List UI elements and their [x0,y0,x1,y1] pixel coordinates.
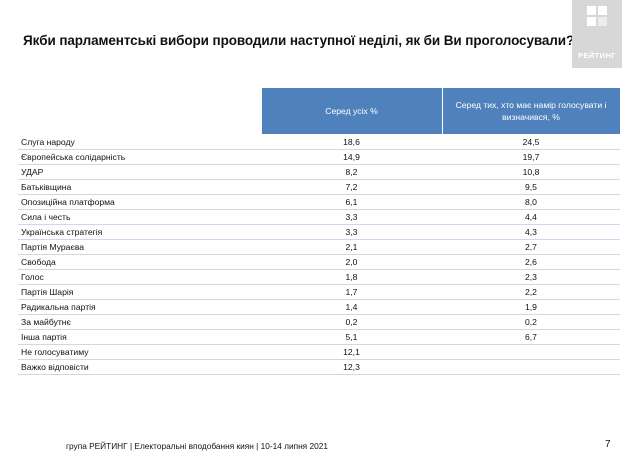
all-respondents-value: 0,2 [261,314,442,330]
table-row: Не голосуватиму 12,1 [18,344,620,360]
header-all-respondents: Серед усіх % [260,87,443,135]
all-respondents-value: 2,1 [261,239,442,255]
all-respondents-value: 18,6 [261,134,442,150]
decided-voters-value [442,344,620,360]
table-row: УДАР 8,2 10,8 [18,164,620,180]
page-number: 7 [605,439,611,450]
party-name-cell: Інша партія [18,329,261,345]
results-table: Серед усіх % Серед тих, хто має намір го… [18,87,621,375]
table-row: Батьківщина 7,2 9,5 [18,179,620,195]
all-respondents-value: 12,1 [261,344,442,360]
decided-voters-value: 10,8 [442,164,620,180]
table-row: Європейська солідарність 14,9 19,7 [18,149,620,165]
party-name-cell: Свобода [18,254,261,270]
party-name-cell: Партія Шарія [18,284,261,300]
header-party [18,87,261,135]
table-row: Сила і честь 3,3 4,4 [18,209,620,225]
party-name-cell: Голос [18,269,261,285]
decided-voters-value: 0,2 [442,314,620,330]
decided-voters-value: 9,5 [442,179,620,195]
table-row: Свобода 2,0 2,6 [18,254,620,270]
table-row: За майбутнє 0,2 0,2 [18,314,620,330]
decided-voters-value: 1,9 [442,299,620,315]
all-respondents-value: 14,9 [261,149,442,165]
party-name-cell: Українська стратегія [18,224,261,240]
slide-title: Якби парламентські вибори проводили наст… [23,33,575,48]
table-row: Голос 1,8 2,3 [18,269,620,285]
table-row: Радикальна партія 1,4 1,9 [18,299,620,315]
decided-voters-value: 4,3 [442,224,620,240]
table-body: Слуга народу 18,6 24,5 Європейська солідарн… [18,134,620,375]
party-name-cell: Партія Мураєва [18,239,261,255]
party-name-cell: Слуга народу [18,134,261,150]
table-row: Слуга народу 18,6 24,5 [18,134,620,150]
footer-caption: група РЕЙТИНГ | Електоральні вподобання … [66,441,328,451]
all-respondents-value: 3,3 [261,224,442,240]
decided-voters-value: 19,7 [442,149,620,165]
all-respondents-value: 7,2 [261,179,442,195]
all-respondents-value: 2,0 [261,254,442,270]
decided-voters-value: 2,6 [442,254,620,270]
party-name-cell: УДАР [18,164,261,180]
table-row: Українська стратегія 3,3 4,3 [18,224,620,240]
decided-voters-value: 2,7 [442,239,620,255]
all-respondents-value: 3,3 [261,209,442,225]
all-respondents-value: 6,1 [261,194,442,210]
rating-logo: РЕЙТИНГ [572,0,622,68]
decided-voters-value: 2,3 [442,269,620,285]
table-row: Інша партія 5,1 6,7 [18,329,620,345]
all-respondents-value: 5,1 [261,329,442,345]
decided-voters-value: 2,2 [442,284,620,300]
table-row: Важко відповісти 12,3 [18,359,620,375]
party-name-cell: Опозиційна платформа [18,194,261,210]
decided-voters-value [442,359,620,375]
all-respondents-value: 8,2 [261,164,442,180]
all-respondents-value: 1,8 [261,269,442,285]
all-respondents-value: 12,3 [261,359,442,375]
table-row: Опозиційна платформа 6,1 8,0 [18,194,620,210]
all-respondents-value: 1,4 [261,299,442,315]
party-name-cell: Батьківщина [18,179,261,195]
table-row: Партія Мураєва 2,1 2,7 [18,239,620,255]
decided-voters-value: 6,7 [442,329,620,345]
party-name-cell: За майбутнє [18,314,261,330]
logo-text: РЕЙТИНГ [578,51,616,60]
table-row: Партія Шарія 1,7 2,2 [18,284,620,300]
all-respondents-value: 1,7 [261,284,442,300]
party-name-cell: Важко відповісти [18,359,261,375]
party-name-cell: Європейська солідарність [18,149,261,165]
party-name-cell: Сила і честь [18,209,261,225]
decided-voters-value: 8,0 [442,194,620,210]
header-decided-voters: Серед тих, хто має намір голосувати і ви… [441,87,621,135]
party-name-cell: Не голосуватиму [18,344,261,360]
decided-voters-value: 4,4 [442,209,620,225]
logo-mark-icon [587,6,607,26]
decided-voters-value: 24,5 [442,134,620,150]
party-name-cell: Радикальна партія [18,299,261,315]
table-header-row: Серед усіх % Серед тих, хто має намір го… [18,87,621,135]
